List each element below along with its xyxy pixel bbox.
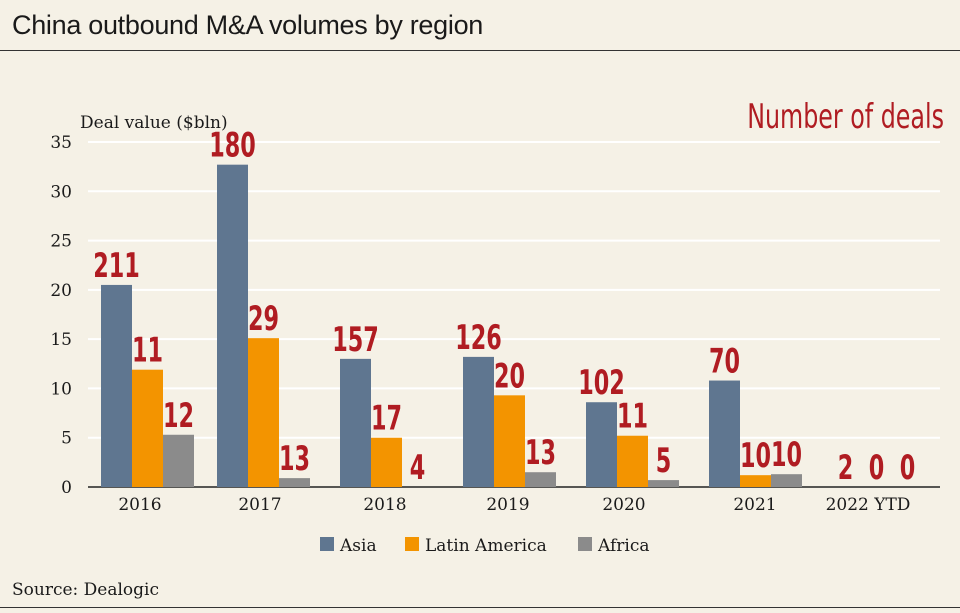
x-axis: 2016 2017 2018 2019 2020 2021 2022 YTD	[118, 495, 910, 515]
y-tick-label: 15	[50, 330, 72, 350]
y-tick-label: 10	[50, 379, 72, 399]
bar-africa	[648, 480, 679, 487]
y-tick-label: 35	[50, 133, 72, 153]
bar-asia	[709, 380, 740, 487]
x-tick-label: 2016	[118, 495, 161, 515]
bar-latin-america	[248, 338, 279, 487]
deal-count-label: 17	[371, 399, 402, 438]
legend: Asia Latin America Africa	[320, 536, 650, 556]
deal-count-label: 11	[132, 331, 163, 370]
deal-count-label: 5	[656, 442, 672, 481]
bar-asia	[463, 356, 494, 487]
deal-count-label: 20	[494, 357, 525, 396]
bar-latin-america	[494, 395, 525, 487]
bar-africa	[771, 474, 802, 487]
x-tick-label: 2017	[238, 495, 281, 515]
deal-count-label: 70	[709, 342, 740, 381]
bar-africa	[163, 434, 194, 487]
source-note: Source: Dealogic	[12, 580, 160, 600]
legend-label: Latin America	[425, 536, 547, 556]
bar-latin-america	[132, 369, 163, 487]
bar-asia	[217, 164, 248, 487]
x-tick-label: 2018	[363, 495, 406, 515]
deal-count-title: Number of deals	[747, 97, 944, 136]
title-divider	[0, 50, 960, 51]
bar-latin-america	[617, 435, 648, 487]
y-tick-label: 20	[50, 281, 72, 301]
y-tick-label: 5	[61, 429, 72, 449]
deal-count-label: 102	[578, 364, 625, 403]
deal-count-label: 13	[525, 434, 556, 473]
deal-count-label: 211	[93, 246, 140, 285]
x-tick-label: 2020	[602, 495, 645, 515]
y-tick-label: 0	[61, 478, 72, 498]
deal-count-label: 126	[455, 318, 502, 357]
deal-count-label: 29	[248, 300, 279, 339]
deal-count-label: 10	[740, 437, 771, 476]
deal-count-label: 12	[163, 396, 194, 435]
legend-swatch	[578, 537, 592, 551]
legend-swatch	[320, 537, 334, 551]
y-tick-label: 30	[50, 182, 72, 202]
bar-asia	[340, 358, 371, 487]
deal-count-label: 180	[209, 126, 256, 165]
deal-count-label: 0	[869, 448, 885, 487]
legend-swatch	[405, 537, 419, 551]
bar-latin-america	[740, 475, 771, 487]
deal-count-label: 4	[410, 448, 426, 487]
deal-count-label: 2	[838, 448, 854, 487]
legend-label: Africa	[597, 536, 650, 556]
bottom-divider	[0, 607, 960, 608]
y-axis-label: Deal value ($bln)	[80, 113, 228, 133]
bar-asia	[586, 402, 617, 487]
deal-count-label: 0	[900, 448, 916, 487]
x-tick-label: 2022 YTD	[826, 495, 911, 515]
bar-latin-america	[371, 437, 402, 487]
chart-title: China outbound M&A volumes by region	[12, 10, 483, 40]
x-tick-label: 2019	[486, 495, 529, 515]
bar-africa	[525, 472, 556, 487]
deal-count-label: 11	[617, 397, 648, 436]
legend-label: Asia	[339, 536, 377, 556]
deal-count-label: 157	[332, 320, 379, 359]
y-axis: 0 5 10 15 20 25 30 35	[50, 133, 72, 498]
x-tick-label: 2021	[733, 495, 776, 515]
y-tick-label: 25	[50, 232, 72, 252]
bar-africa	[279, 478, 310, 487]
bar-asia	[101, 284, 132, 487]
deal-count-label: 13	[279, 440, 310, 479]
deal-count-label: 10	[771, 436, 802, 475]
